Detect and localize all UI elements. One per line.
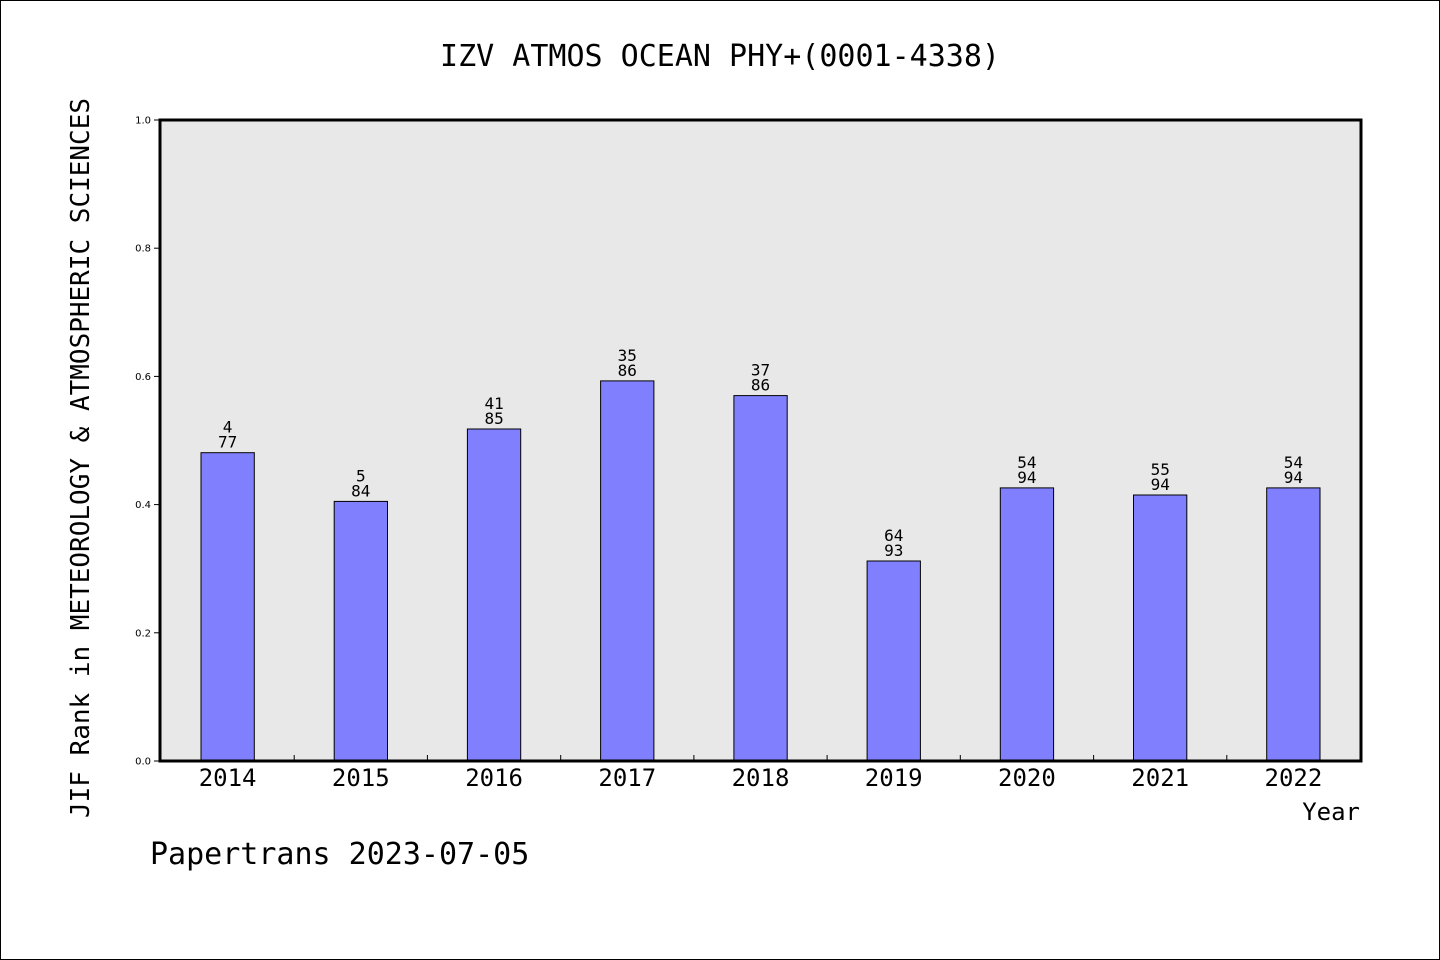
bar-2016: [466, 428, 522, 762]
chart-title: IZV ATMOS OCEAN PHY+(0001-4338): [440, 39, 1000, 74]
footer-credit: Papertrans 2023-07-05: [150, 837, 529, 872]
y-tick-label: 0.6: [135, 372, 151, 383]
y-tick-label: 0.0: [135, 757, 151, 768]
y-tick-label: 1.0: [135, 116, 151, 127]
bar-rank-label-2020: 54: [1017, 453, 1036, 472]
bar-2014: [200, 452, 255, 762]
x-tick-label-2022: 2022: [1265, 764, 1323, 792]
bar-total-label-2016: 85: [484, 409, 503, 428]
bars-group: [200, 380, 1321, 762]
bar-rank-label-2016: 41: [484, 394, 503, 413]
bar-rank-label-2021: 55: [1151, 460, 1170, 479]
bar-2022: [1266, 487, 1321, 762]
bar-total-label-2020: 94: [1017, 468, 1036, 487]
bar-total-label-2021: 94: [1151, 475, 1170, 494]
bar-total-label-2018: 86: [751, 376, 770, 395]
x-tick-label-2016: 2016: [465, 764, 523, 792]
bar-rank-label-2014: 4: [223, 418, 233, 437]
x-tick-label-2015: 2015: [332, 764, 390, 792]
x-tick-label-2020: 2020: [998, 764, 1056, 792]
x-tick-label-2017: 2017: [598, 764, 656, 792]
plot-border: [158, 118, 1363, 763]
bar-total-label-2015: 84: [351, 481, 370, 500]
bar-total-label-2019: 93: [884, 541, 903, 560]
bar-total-label-2022: 94: [1284, 468, 1303, 487]
x-tick-label-2014: 2014: [199, 764, 257, 792]
bar-2020: [999, 487, 1055, 762]
bar-2018: [733, 395, 788, 762]
bar-rank-label-2018: 37: [751, 361, 770, 380]
bar-rank-label-2017: 35: [618, 346, 637, 365]
bar-rank-label-2015: 5: [356, 466, 366, 485]
bar-total-label-2017: 86: [618, 361, 637, 380]
y-tick-label: 0.8: [135, 244, 151, 255]
bar-rank-label-2022: 54: [1284, 453, 1303, 472]
x-axis-ticks: 2014 2015 2016 2017 2018 2019 2020 2021 2022: [199, 755, 1323, 792]
bar-total-label-2014: 77: [218, 433, 237, 452]
bar-rank-label-2019: 64: [884, 526, 903, 545]
y-tick-label: 0.2: [135, 628, 151, 639]
x-tick-label-2018: 2018: [732, 764, 790, 792]
x-axis-label: Year: [1302, 798, 1360, 826]
x-tick-label-2021: 2021: [1131, 764, 1189, 792]
y-axis-label: JIF Rank in METEOROLOGY & ATMOSPHERIC SC…: [66, 98, 96, 818]
bar-2021: [1133, 494, 1188, 762]
x-tick-label-2019: 2019: [865, 764, 923, 792]
bar-2019: [866, 560, 921, 762]
bar-2017: [600, 380, 655, 762]
bar-2015: [333, 500, 389, 762]
y-tick-label: 0.4: [135, 500, 151, 511]
